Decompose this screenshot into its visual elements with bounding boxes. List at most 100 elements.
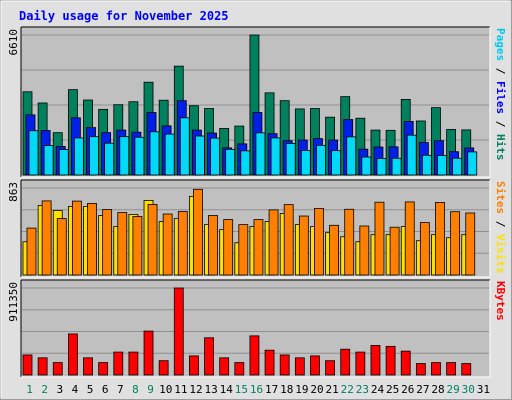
- panel-axis-label: KBytes: [494, 281, 507, 321]
- panel-hits-files-pages: 6610 Pages / Files / Hits: [7, 26, 507, 178]
- bar-kbytes: [279, 354, 290, 376]
- bar-pages: [119, 136, 130, 176]
- bar-pages: [421, 154, 432, 176]
- bar-pages: [28, 130, 39, 176]
- bar-pages: [391, 157, 402, 176]
- day-label: 27: [416, 383, 429, 396]
- panel-kbytes: 911350 KBytes: [7, 279, 507, 378]
- bar-pages: [43, 145, 54, 176]
- bar-kbytes: [113, 351, 124, 376]
- axis-label-part: /: [494, 114, 507, 134]
- panel-max-label: 863: [7, 182, 20, 202]
- bar-pages: [270, 137, 281, 176]
- day-label: 1: [26, 383, 33, 396]
- bar-kbytes: [446, 362, 457, 376]
- bar-kbytes: [83, 357, 93, 376]
- bar-pages: [406, 134, 417, 176]
- bar-pages: [179, 117, 190, 176]
- bar-sites: [26, 227, 37, 276]
- bar-sites: [314, 208, 324, 276]
- bar-sites: [298, 215, 309, 276]
- bar-kbytes: [431, 362, 441, 376]
- bar-kbytes: [37, 357, 48, 376]
- bar-sites: [41, 200, 52, 276]
- bar-pages: [210, 137, 220, 176]
- bar-kbytes: [385, 345, 396, 376]
- bar-sites: [132, 216, 143, 276]
- bar-kbytes: [264, 349, 275, 376]
- day-label: 6: [102, 383, 109, 396]
- bar-kbytes: [98, 362, 109, 376]
- bar-sites: [329, 224, 339, 276]
- bar-pages: [285, 143, 296, 176]
- bar-pages: [104, 142, 115, 176]
- bar-pages: [316, 144, 326, 176]
- panel-visits-sites: 863 Sites / Visits: [7, 179, 507, 278]
- day-label: 3: [57, 383, 64, 396]
- day-label: 31: [477, 383, 490, 396]
- day-label: 20: [310, 383, 323, 396]
- bar-sites: [87, 203, 97, 276]
- bar-kbytes: [219, 357, 230, 376]
- bar-sites: [253, 219, 264, 276]
- bar-kbytes: [22, 354, 33, 376]
- bar-sites: [283, 204, 294, 276]
- bar-sites: [71, 200, 82, 276]
- bar-pages: [225, 148, 236, 176]
- bar-sites: [56, 218, 67, 276]
- bar-sites: [223, 219, 234, 276]
- bar-pages: [240, 150, 251, 176]
- axis-label-part: Hits: [494, 134, 507, 161]
- bar-pages: [195, 135, 205, 176]
- bar-kbytes: [294, 357, 305, 376]
- day-label: 16: [250, 383, 263, 396]
- day-label: 2: [41, 383, 48, 396]
- axis-label-part: /: [494, 61, 507, 81]
- day-label: 17: [265, 383, 278, 396]
- day-label: 25: [386, 383, 399, 396]
- bar-sites: [177, 211, 188, 276]
- bar-pages: [300, 150, 311, 176]
- chart-title: Daily usage for November 2025: [19, 9, 229, 23]
- bar-kbytes: [173, 287, 184, 376]
- day-label: 7: [117, 383, 124, 396]
- day-label: 9: [147, 383, 154, 396]
- bar-sites: [465, 212, 476, 276]
- axis-label-part: Files: [494, 81, 507, 114]
- bar-pages: [149, 131, 160, 176]
- bar-sites: [404, 201, 415, 276]
- bar-pages: [164, 133, 175, 176]
- bar-kbytes: [340, 348, 351, 376]
- bar-kbytes: [325, 360, 335, 376]
- bar-sites: [389, 226, 400, 276]
- bar-kbytes: [67, 333, 78, 376]
- panel-max-label: 911350: [7, 282, 20, 322]
- bar-pages: [58, 149, 69, 176]
- bar-pages: [331, 150, 341, 176]
- bar-kbytes: [415, 363, 426, 376]
- day-label: 21: [326, 383, 339, 396]
- day-label: 18: [280, 383, 293, 396]
- series-pages: [28, 117, 478, 176]
- axis-label-part: Visits: [494, 234, 507, 274]
- bar-pages: [376, 158, 387, 176]
- bar-kbytes: [461, 363, 472, 376]
- day-label: 13: [204, 383, 217, 396]
- day-label: 10: [159, 383, 172, 396]
- axis-label-part: Pages: [494, 28, 507, 61]
- bar-pages: [255, 132, 266, 176]
- day-label: 15: [235, 383, 248, 396]
- bar-kbytes: [143, 330, 154, 376]
- bar-kbytes: [128, 351, 139, 376]
- bar-pages: [467, 151, 478, 176]
- bar-sites: [117, 212, 128, 276]
- bar-kbytes: [204, 337, 214, 376]
- bar-kbytes: [355, 351, 366, 376]
- bar-sites: [147, 204, 158, 276]
- bar-pages: [134, 136, 145, 176]
- bar-sites: [208, 215, 218, 276]
- bar-sites: [193, 188, 203, 276]
- day-label: 11: [174, 383, 187, 396]
- bar-sites: [374, 201, 385, 276]
